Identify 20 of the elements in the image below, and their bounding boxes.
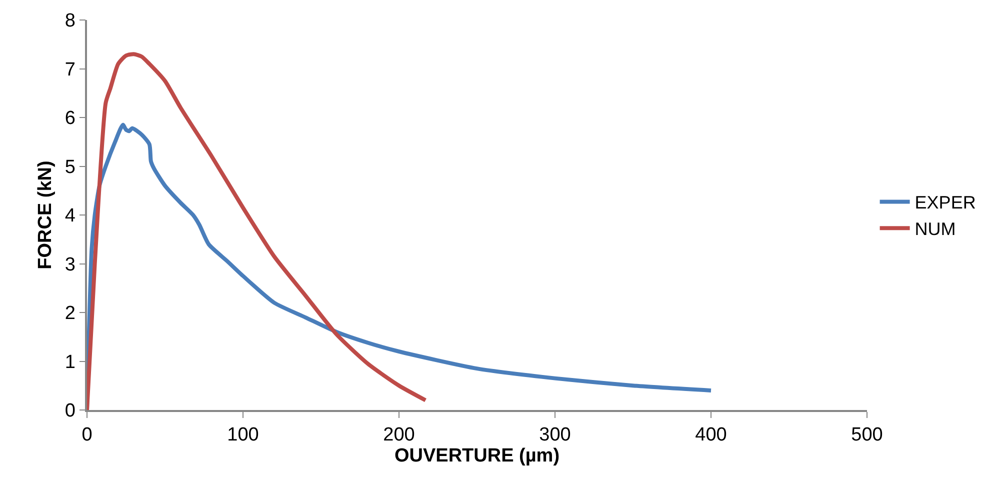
y-tick-label: 7	[64, 59, 76, 80]
y-axis-title: FORCE (kN)	[35, 160, 56, 270]
y-tick-label: 2	[64, 303, 76, 324]
x-tick-label: 200	[383, 424, 415, 446]
x-tick-label: 500	[851, 424, 883, 446]
x-tick-label: 0	[82, 424, 92, 446]
x-axis-title: OUVERTURE (µm)	[394, 446, 560, 467]
y-tick-label: 1	[64, 352, 76, 373]
x-tick-label: 300	[539, 424, 571, 446]
y-tick-label: 3	[64, 254, 76, 276]
y-tick-label: 8	[64, 10, 76, 32]
legend-label: NUM	[914, 219, 956, 240]
y-tick-label: 6	[64, 108, 76, 130]
y-tick-label: 5	[64, 156, 76, 178]
x-tick-label: 100	[227, 424, 259, 446]
y-tick-label: 4	[64, 206, 76, 227]
y-tick-label: 0	[64, 400, 76, 422]
legend-label: EXPER	[914, 192, 976, 213]
x-tick-label: 400	[695, 424, 727, 446]
line-series	[87, 52, 428, 410]
